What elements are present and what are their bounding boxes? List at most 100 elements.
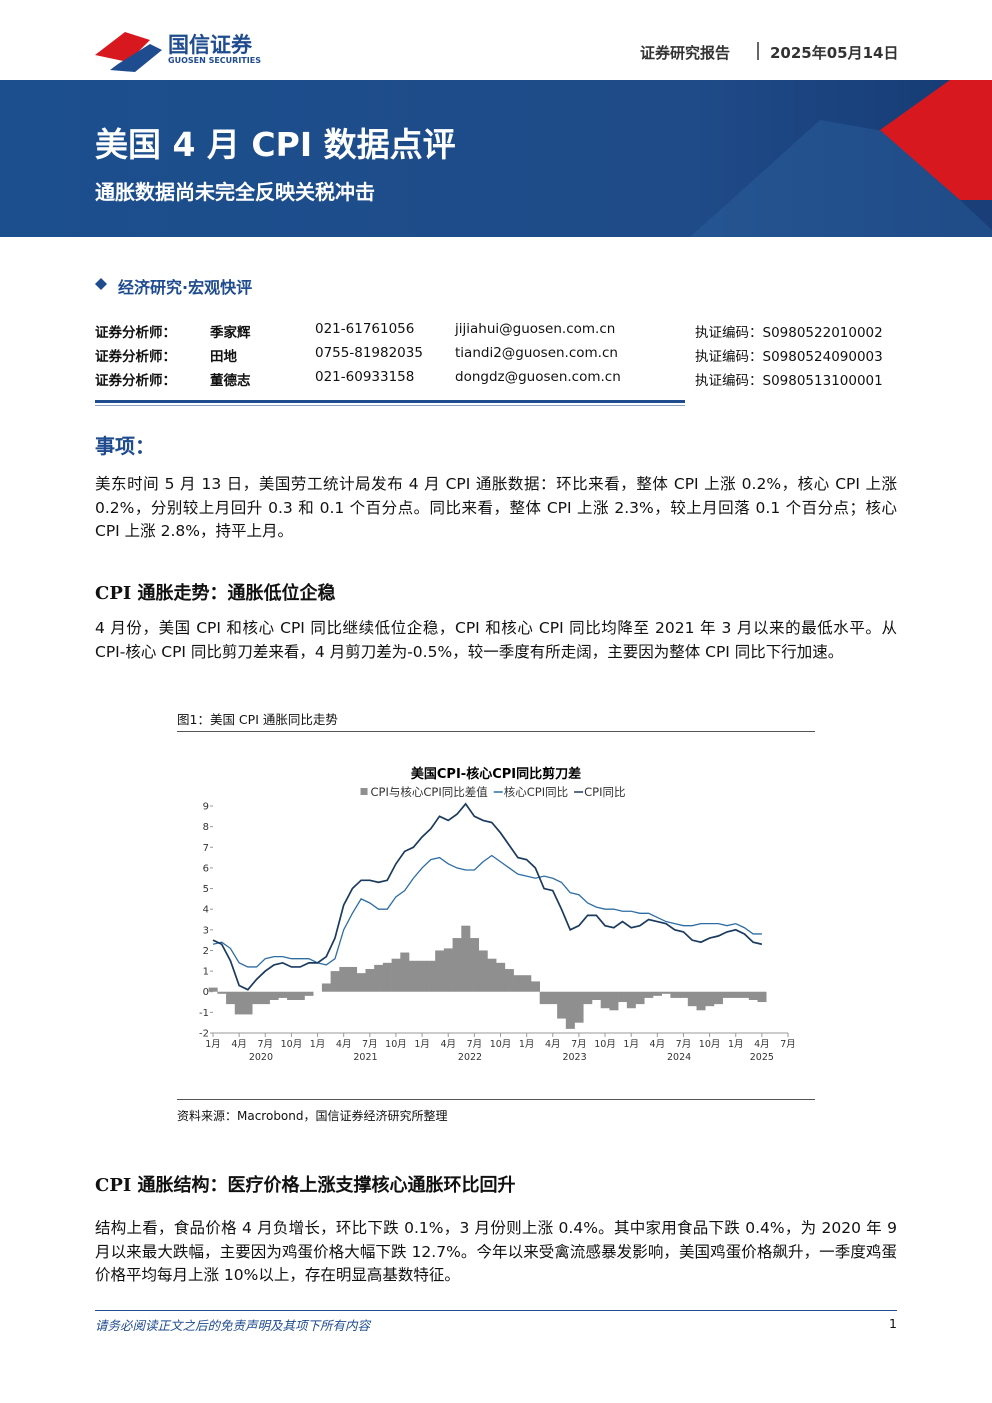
bar xyxy=(583,991,593,1005)
figure-caption: 图1：美国 CPI 通胀同比走势 xyxy=(177,712,338,727)
rule xyxy=(95,400,685,403)
bar xyxy=(740,991,750,998)
chart-title: 美国CPI-核心CPI同比剪刀差 xyxy=(411,766,581,782)
figure-source: 资料来源：Macrobond，国信证券经济研究所整理 xyxy=(177,1109,448,1123)
legend-swatch xyxy=(360,788,368,795)
bar xyxy=(705,991,715,1007)
bar xyxy=(365,969,375,992)
logo-red xyxy=(95,32,150,62)
x-tick-label: 10月 xyxy=(490,1039,512,1050)
bar xyxy=(443,948,453,992)
y-tick-label: 4 xyxy=(203,905,209,916)
bar xyxy=(504,969,514,992)
bar xyxy=(600,991,610,1009)
bar xyxy=(618,991,628,1003)
bar xyxy=(635,991,645,1005)
x-group-label: 2022 xyxy=(458,1052,482,1063)
x-tick-label: 1月 xyxy=(205,1039,221,1050)
legend-label: CPI同比 xyxy=(584,785,625,799)
y-tick-label: -2 xyxy=(199,1029,209,1040)
bar xyxy=(687,991,697,1007)
bar xyxy=(391,958,401,992)
bar xyxy=(644,991,654,998)
x-tick-label: 7月 xyxy=(467,1039,483,1050)
analyst-cell: 021-61761056 xyxy=(315,321,415,337)
rule xyxy=(177,1099,815,1100)
bar xyxy=(278,991,288,998)
y-tick-label: 8 xyxy=(203,822,209,833)
x-tick-label: 10月 xyxy=(385,1039,407,1050)
bar xyxy=(574,991,584,1023)
x-tick-label: 1月 xyxy=(728,1039,744,1050)
line xyxy=(212,802,763,991)
analyst-cell: 证券分析师： xyxy=(95,349,176,365)
analyst-cell: dongdz@guosen.com.cn xyxy=(455,369,621,385)
analyst-cell: 董德志 xyxy=(210,373,251,389)
bar xyxy=(513,975,523,992)
banner-blue xyxy=(960,200,992,230)
bar xyxy=(496,962,506,992)
bar xyxy=(217,991,227,994)
x-tick-label: 4月 xyxy=(545,1039,561,1050)
bar xyxy=(295,991,305,1000)
y-tick-label: 1 xyxy=(203,967,209,978)
x-tick-label: 7月 xyxy=(676,1039,692,1050)
y-tick-label: 3 xyxy=(203,925,209,936)
category: 经济研究·宏观快评 xyxy=(118,278,253,297)
y-tick-label: 7 xyxy=(203,843,209,854)
y-tick-label: 5 xyxy=(203,884,209,895)
x-group-label: 2023 xyxy=(562,1052,586,1063)
analyst-cell: 执证编码：S0980522010002 xyxy=(695,325,883,341)
bullet xyxy=(95,278,107,290)
bar xyxy=(679,991,689,998)
bar xyxy=(522,975,532,992)
bar xyxy=(696,991,706,1011)
legend: CPI与核心CPI同比差值 核心CPI同比 CPI同比 xyxy=(360,785,625,799)
paragraph: 美东时间 5 月 13 日，美国劳工统计局发布 4 月 CPI 通胀数据：环比来… xyxy=(95,475,897,540)
bar xyxy=(243,991,253,1015)
legend-label: 核心CPI同比 xyxy=(504,785,568,799)
x-group-label: 2020 xyxy=(249,1052,273,1063)
report-date: 2025年05月14日 xyxy=(770,44,899,62)
x-tick-label: 1月 xyxy=(519,1039,535,1050)
section-heading: 事项： xyxy=(95,434,155,458)
rule xyxy=(95,1310,897,1311)
bar xyxy=(487,958,497,992)
y-tick-label: 2 xyxy=(203,946,209,957)
logo-en: GUOSEN SECURITIES xyxy=(168,56,261,65)
y-tick-label: -1 xyxy=(199,1008,209,1019)
x-tick-label: 4月 xyxy=(650,1039,666,1050)
bar xyxy=(269,991,279,1000)
bar xyxy=(400,952,410,992)
bar xyxy=(321,983,331,992)
bar xyxy=(339,966,349,992)
x-tick-label: 1月 xyxy=(414,1039,430,1050)
chart: 美国CPI-核心CPI同比剪刀差 -2 -1 0 1 2 3 4 5 6 7 8 9 1月 4月 7月 10月 1… xyxy=(199,766,796,1063)
x-tick-label: 7月 xyxy=(571,1039,587,1050)
x-group-label: 2024 xyxy=(667,1052,691,1063)
bar xyxy=(330,971,340,992)
analyst-cell: 执证编码：S0980524090003 xyxy=(695,349,883,365)
bar xyxy=(234,991,244,1015)
bar xyxy=(757,991,767,1003)
y-tick-label: 6 xyxy=(203,863,209,874)
bar xyxy=(722,991,732,998)
bar xyxy=(652,991,662,996)
analyst-cell: 证券分析师： xyxy=(95,325,176,341)
paragraph: 结构上看，食品价格 4 月负增长，环比下跌 0.1%，3 月份则上涨 0.4%。… xyxy=(95,1219,897,1284)
line xyxy=(212,854,762,968)
bar xyxy=(609,991,619,1011)
banner-red xyxy=(880,80,992,200)
bar xyxy=(565,991,575,1029)
y-tick-label: 0 xyxy=(203,987,209,998)
x-tick-label: 7月 xyxy=(257,1039,273,1050)
banner-subtitle: 通胀数据尚未完全反映关税冲击 xyxy=(95,180,375,204)
analyst-cell: tiandi2@guosen.com.cn xyxy=(455,345,618,361)
analyst-cell: 执证编码：S0980513100001 xyxy=(695,373,883,389)
x-tick-label: 7月 xyxy=(362,1039,378,1050)
bar xyxy=(226,991,236,1005)
disclaimer: 请务必阅读正文之后的免责声明及其项下所有内容 xyxy=(95,1318,371,1333)
bar xyxy=(461,925,471,992)
bar xyxy=(557,991,567,1019)
bar xyxy=(626,991,636,1009)
